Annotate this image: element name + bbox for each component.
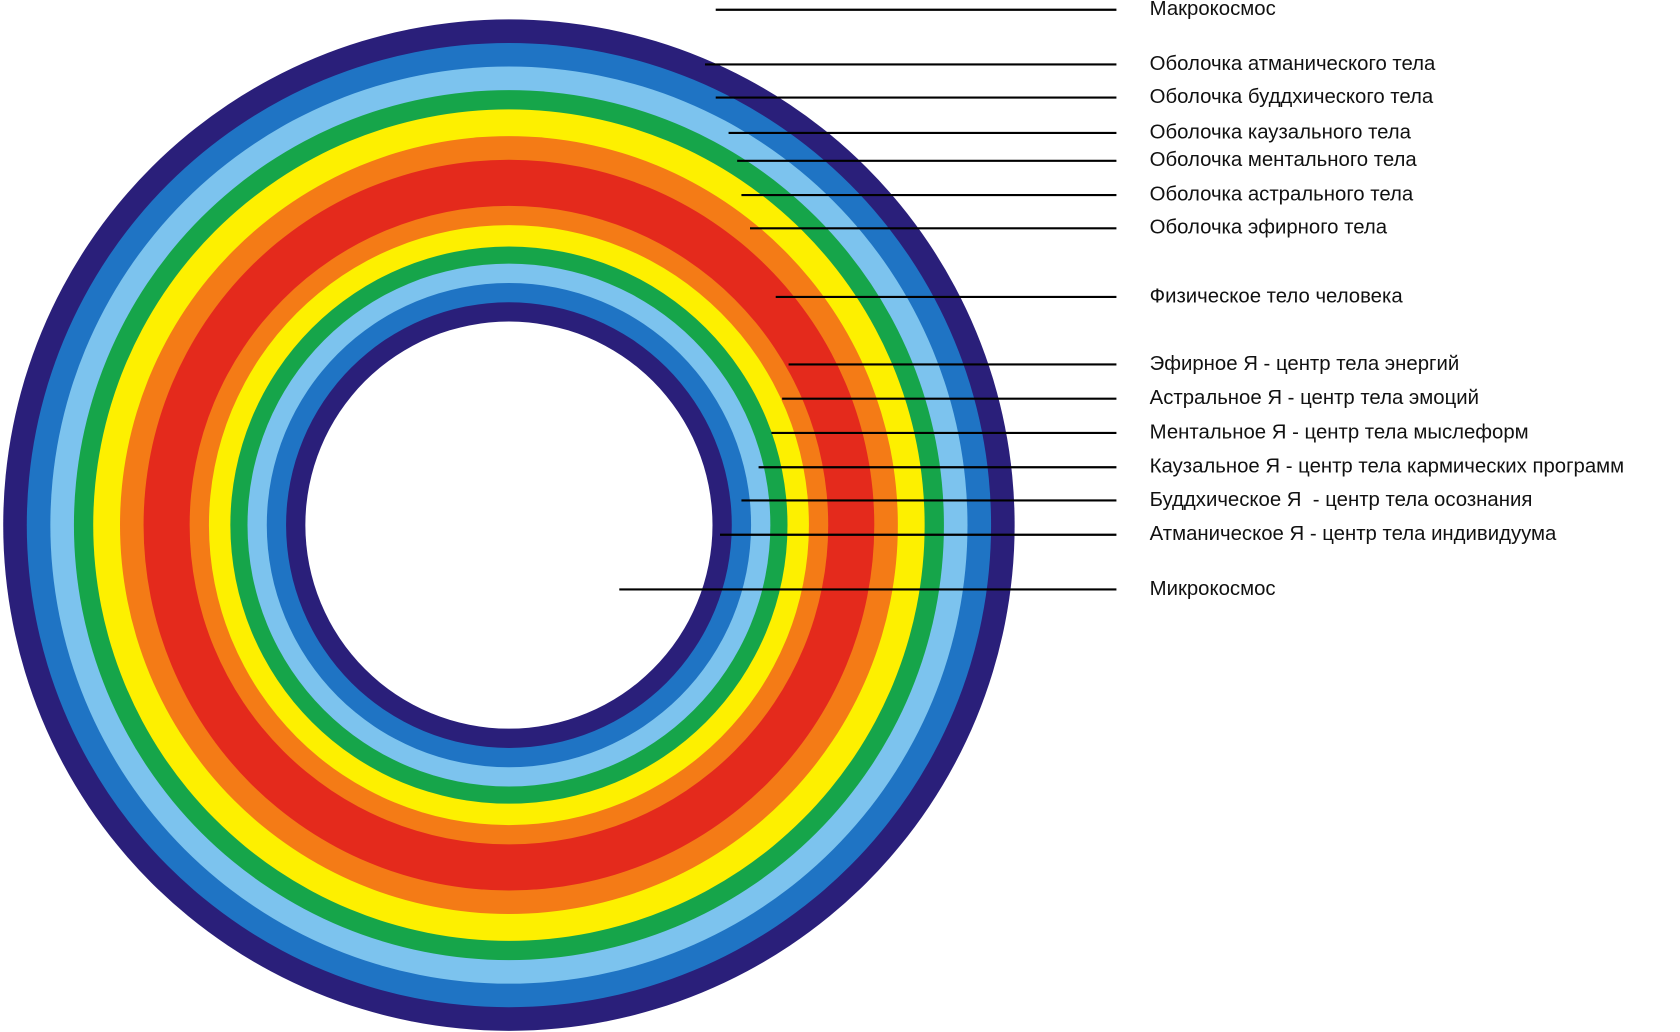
label: Оболочка ментального тела xyxy=(1150,149,1418,171)
label: Эфирное Я - центр тела энергий xyxy=(1150,353,1460,375)
label: Астральное Я - центр тела эмоций xyxy=(1150,387,1479,409)
label: Буддхическое Я - центр тела осознания xyxy=(1150,489,1533,511)
label: Ментальное Я - центр тела мыслеформ xyxy=(1150,421,1529,443)
rings xyxy=(3,19,1015,1031)
label: Микрокосмос xyxy=(1150,578,1276,600)
center xyxy=(305,321,713,729)
label: Оболочка буддхического тела xyxy=(1150,86,1434,108)
label: Макрокосмос xyxy=(1150,0,1276,20)
label: Оболочка астрального тела xyxy=(1150,183,1414,205)
label: Атманическое Я - центр тела индивидуума xyxy=(1150,523,1557,545)
label: Оболочка атманического тела xyxy=(1150,53,1436,75)
labels: Макрокосмос Оболочка атманического тела Об… xyxy=(619,0,1624,600)
label: Оболочка каузального тела xyxy=(1150,121,1412,143)
label: Каузальное Я - центр тела кармических пр… xyxy=(1150,456,1625,478)
label: Физическое тело человека xyxy=(1150,285,1404,307)
label: Оболочка эфирного тела xyxy=(1150,217,1388,239)
